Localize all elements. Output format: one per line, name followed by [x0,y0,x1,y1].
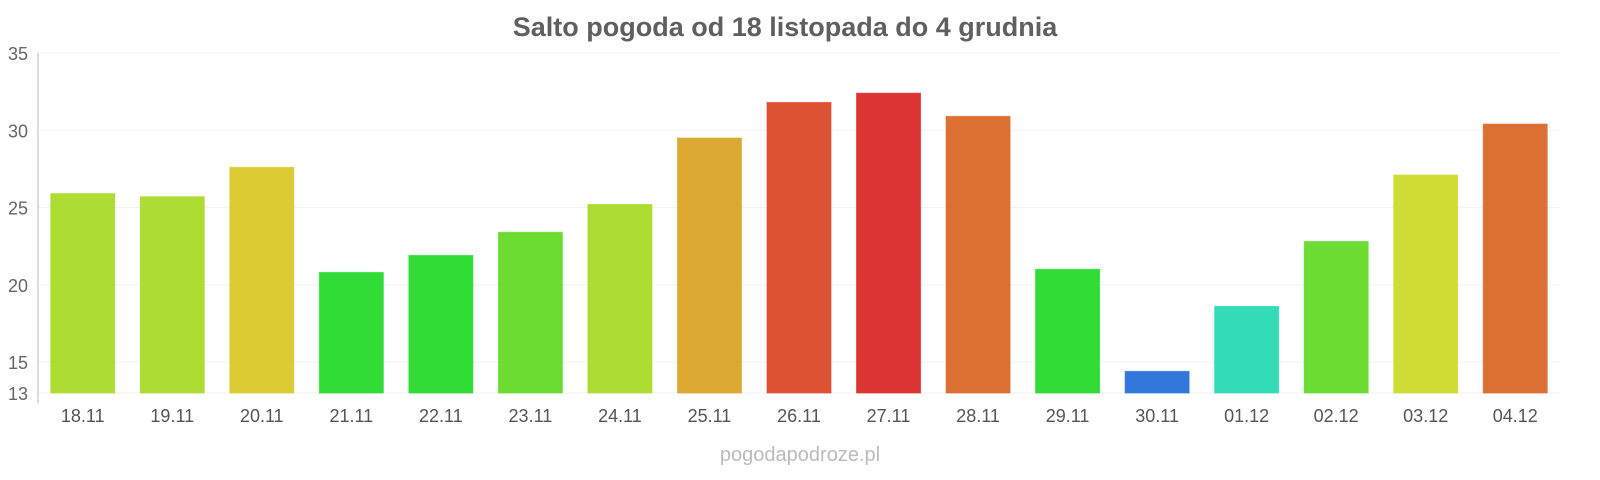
x-tick-label: 24.11 [598,406,642,426]
x-tick-label: 23.11 [509,406,553,426]
x-tick-label: 04.12 [1493,406,1538,426]
bar [139,196,205,394]
bar [408,254,474,394]
bar [766,101,832,394]
x-tick-label: 19.11 [150,406,194,426]
bar [676,137,742,394]
x-tick-label: 03.12 [1403,406,1448,426]
y-tick-label: 30 [8,121,28,141]
x-tick-label: 22.11 [419,406,463,426]
x-tick-label: 02.12 [1314,406,1359,426]
bar [1303,241,1369,394]
y-tick-label: 25 [8,199,28,219]
x-tick-label: 26.11 [777,406,821,426]
bar [1035,268,1101,394]
x-tick-label: 29.11 [1046,406,1090,426]
bar [497,231,563,394]
y-tick-label: 35 [8,44,28,64]
y-tick-label: 20 [8,276,28,296]
bar [1214,305,1280,394]
bar [1393,174,1459,394]
bar [318,271,384,394]
y-tick-label: 13 [8,384,28,404]
bar [587,203,653,394]
bar [856,92,922,394]
y-tick-label: 15 [8,353,28,373]
bar [229,166,295,394]
bar [945,115,1011,394]
chart-title: Salto pogoda od 18 listopada do 4 grudni… [513,12,1059,42]
source-label: pogodapodroze.pl [720,444,880,466]
x-tick-label: 27.11 [867,406,911,426]
x-tick-label: 25.11 [688,406,732,426]
bar [50,193,116,394]
x-tick-label: 30.11 [1135,406,1179,426]
x-tick-label: 01.12 [1224,406,1269,426]
x-tick-label: 20.11 [240,406,284,426]
bar [1124,370,1190,394]
x-tick-label: 28.11 [956,406,1000,426]
x-tick-label: 18.11 [61,406,105,426]
x-tick-label: 21.11 [329,406,373,426]
bar [1482,123,1548,394]
